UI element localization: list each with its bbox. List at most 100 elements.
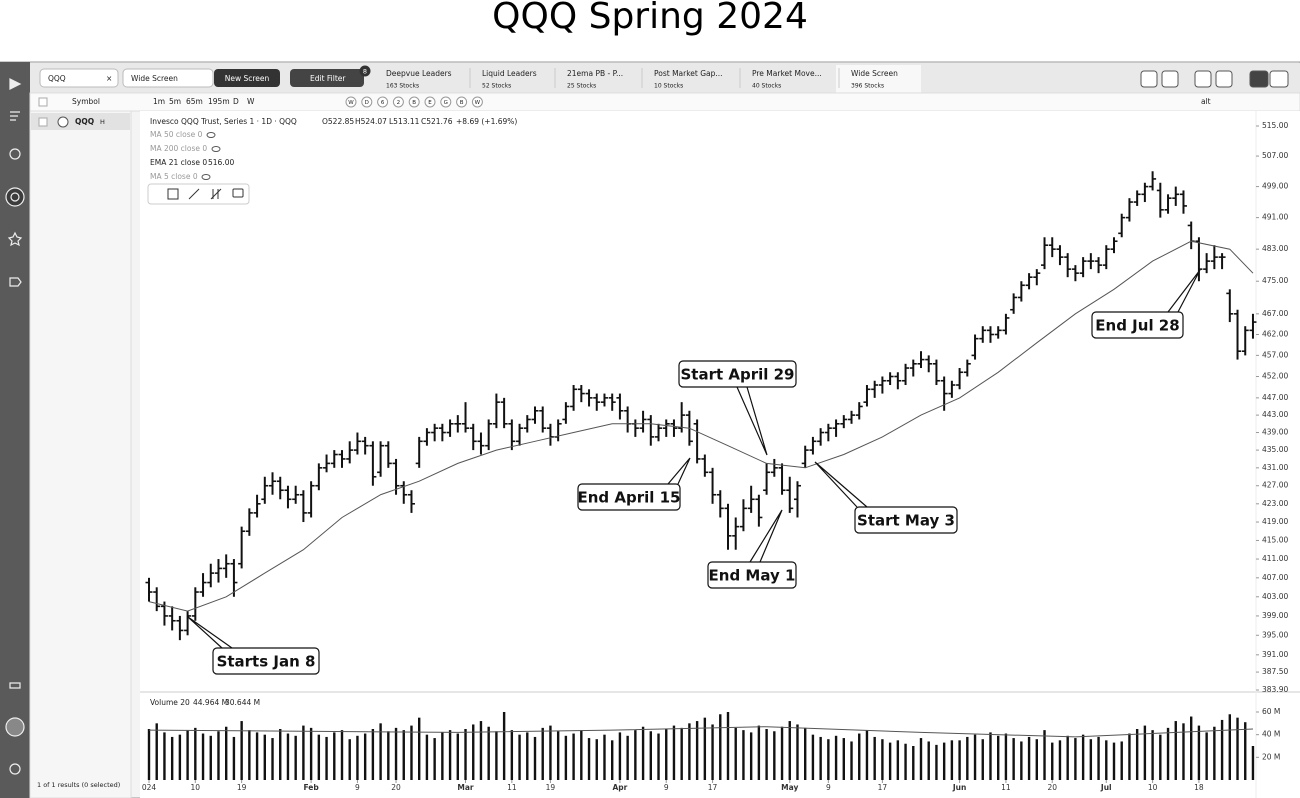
- volume-bar: [549, 725, 552, 780]
- legend-close: C521.76: [421, 117, 453, 126]
- volume-bar: [804, 727, 807, 780]
- volume-ma-readout: 30.644 M: [225, 698, 260, 707]
- ema-line: [148, 240, 1254, 612]
- y-tick-label: 391.00: [1262, 650, 1288, 659]
- volume-bar: [1105, 740, 1108, 780]
- volume-bar: [194, 727, 197, 780]
- timeframe[interactable]: W: [247, 97, 255, 106]
- timeframe[interactable]: 5m: [169, 97, 181, 106]
- y-tick-label: 457.00: [1262, 350, 1288, 359]
- volume-bar: [533, 736, 537, 780]
- timeframe[interactable]: 65m: [186, 97, 203, 106]
- x-tick-label: 11: [1001, 783, 1011, 792]
- y-tick-label: 431.00: [1262, 463, 1288, 472]
- study-ma5[interactable]: MA 5 close 0: [150, 172, 198, 181]
- volume-bar: [641, 726, 645, 780]
- volume-bar: [680, 727, 683, 780]
- volume-bar: [155, 723, 158, 780]
- search-clear[interactable]: ×: [106, 74, 112, 83]
- new-screen-button[interactable]: [214, 69, 280, 87]
- row-checkbox[interactable]: [38, 117, 48, 127]
- volume-bar: [209, 735, 212, 780]
- timeframe[interactable]: 195m: [208, 97, 230, 106]
- volume-bar: [912, 746, 915, 780]
- tab-name[interactable]: Pre Market Move...: [752, 69, 822, 78]
- drawing-tools[interactable]: [167, 188, 244, 200]
- callout-text: End May 1: [709, 567, 796, 585]
- screen-select[interactable]: [122, 68, 214, 88]
- y-tick-label: 515.00: [1262, 121, 1288, 130]
- study-toggle[interactable]: [392, 96, 404, 108]
- y-tick-label: 452.00: [1262, 372, 1288, 381]
- study-toggle[interactable]: [377, 96, 389, 108]
- volume-bar: [734, 727, 737, 780]
- x-tick-label: Mar: [457, 783, 474, 792]
- tab-name[interactable]: Wide Screen: [851, 69, 898, 78]
- study-toggle[interactable]: [424, 96, 436, 108]
- x-tick-label: 10: [1148, 783, 1158, 792]
- volume-bar: [255, 732, 259, 780]
- tab-name[interactable]: 21ema PB - P...: [567, 69, 623, 78]
- volume-bar: [819, 736, 822, 780]
- volume-bar: [749, 732, 753, 780]
- study-ma200[interactable]: MA 200 close 0: [150, 144, 207, 153]
- study-toggle[interactable]: [471, 96, 483, 108]
- volume-bar: [356, 735, 359, 780]
- volume-bar: [248, 730, 251, 780]
- volume-bar: [279, 729, 282, 780]
- volume-bar: [163, 732, 166, 780]
- screen-name: Wide Screen: [131, 74, 178, 83]
- select-all-checkbox[interactable]: [38, 97, 48, 107]
- timeframe[interactable]: D: [233, 97, 239, 106]
- tab-name[interactable]: Deepvue Leaders: [386, 69, 452, 78]
- symbol-column[interactable]: Symbol: [72, 97, 100, 106]
- volume-bar: [827, 739, 830, 780]
- watchlist-panel: [29, 110, 132, 798]
- volume-bar: [1228, 714, 1231, 780]
- volume-bar: [1097, 736, 1100, 780]
- top-right-icons: [1140, 70, 1289, 88]
- study-toggle[interactable]: [345, 96, 357, 108]
- volume-bar: [240, 721, 243, 780]
- volume-bar: [634, 730, 637, 780]
- search-box[interactable]: [39, 68, 119, 88]
- study-ema21[interactable]: EMA 21 close 0: [150, 158, 207, 167]
- volume-bar: [1035, 739, 1038, 780]
- study-ma50[interactable]: MA 50 close 0: [150, 130, 203, 139]
- volume-bar: [418, 717, 421, 780]
- x-tick-label: 9: [826, 783, 831, 792]
- row-symbol: QQQ: [75, 117, 94, 126]
- y-tick-label: 443.00: [1262, 410, 1288, 419]
- volume-bar: [981, 739, 984, 780]
- volume-bar: [371, 729, 375, 780]
- study-toggle[interactable]: [440, 96, 452, 108]
- volume-bar: [618, 732, 622, 780]
- edit-filter-button[interactable]: [290, 69, 364, 87]
- x-tick-label: 20: [1047, 783, 1057, 792]
- watchlist-row[interactable]: [31, 113, 130, 130]
- volume-bar: [526, 732, 529, 780]
- volume-bar: [649, 731, 652, 780]
- x-tick-label: 024: [142, 783, 157, 792]
- study-toggle[interactable]: [456, 96, 468, 108]
- volume-bar: [1051, 742, 1054, 780]
- tab-name[interactable]: Post Market Gap...: [654, 69, 723, 78]
- volume-bar: [1043, 730, 1046, 780]
- tab-name[interactable]: Liquid Leaders: [482, 69, 537, 78]
- volume-bar: [788, 721, 791, 780]
- y-tick-label: 507.00: [1262, 151, 1288, 160]
- alt-label[interactable]: alt: [1201, 97, 1211, 106]
- callout-pointer: [736, 386, 768, 456]
- study-toggle[interactable]: [408, 96, 420, 108]
- study-toggle[interactable]: [361, 96, 373, 108]
- visibility-icons[interactable]: [201, 132, 221, 180]
- volume-bar: [1112, 742, 1116, 780]
- volume-bar: [1244, 722, 1247, 780]
- volume-bar: [1174, 721, 1177, 780]
- x-tick-label: 9: [355, 783, 360, 792]
- timeframe[interactable]: 1m: [153, 97, 165, 106]
- volume-bar: [1166, 727, 1170, 780]
- volume-bar: [1143, 725, 1147, 780]
- volume-bar: [742, 730, 745, 780]
